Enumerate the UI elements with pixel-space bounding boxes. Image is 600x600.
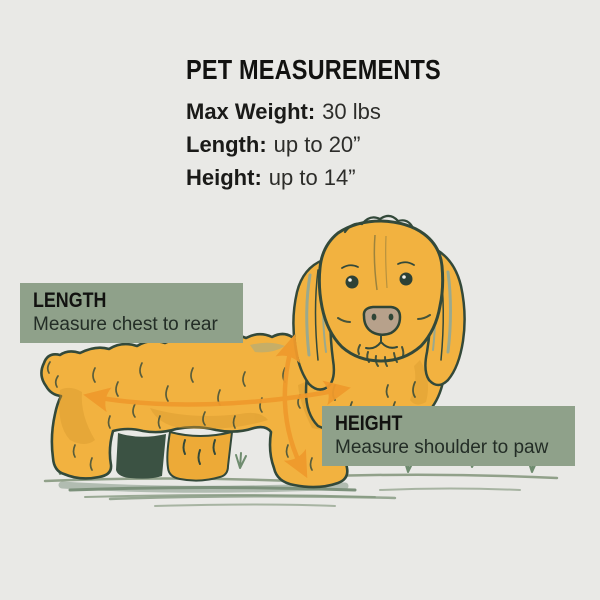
measurement-arrows — [83, 334, 351, 479]
spec-length-label: Length: — [186, 132, 267, 157]
spec-length-value: up to 20” — [273, 132, 361, 157]
length-annotation: LENGTH Measure chest to rear — [20, 283, 243, 343]
length-annotation-title: LENGTH — [33, 289, 107, 312]
spec-height: Height: up to 14” — [186, 161, 489, 194]
dog-head — [292, 214, 466, 391]
height-arrow — [275, 334, 308, 479]
spec-max-weight-value: 30 lbs — [322, 99, 381, 124]
spec-max-weight-label: Max Weight: — [186, 99, 316, 124]
spec-length: Length: up to 20” — [186, 128, 489, 161]
height-annotation-description: Measure shoulder to paw — [335, 437, 549, 458]
length-arrow — [83, 380, 351, 413]
dog-nose — [362, 305, 402, 336]
dog-far-legs — [116, 430, 234, 482]
length-annotation-description: Measure chest to rear — [33, 314, 218, 335]
spec-max-weight: Max Weight: 30 lbs — [186, 95, 489, 128]
spec-height-label: Height: — [186, 165, 262, 190]
spec-height-value: up to 14” — [268, 165, 356, 190]
height-annotation: HEIGHT Measure shoulder to paw — [322, 406, 575, 466]
dog-eyes — [341, 261, 415, 289]
height-annotation-title: HEIGHT — [335, 412, 403, 435]
page-title: PET MEASUREMENTS — [186, 54, 441, 85]
pet-measurements-panel: PET MEASUREMENTS Max Weight: 30 lbs Lengt… — [186, 54, 489, 194]
